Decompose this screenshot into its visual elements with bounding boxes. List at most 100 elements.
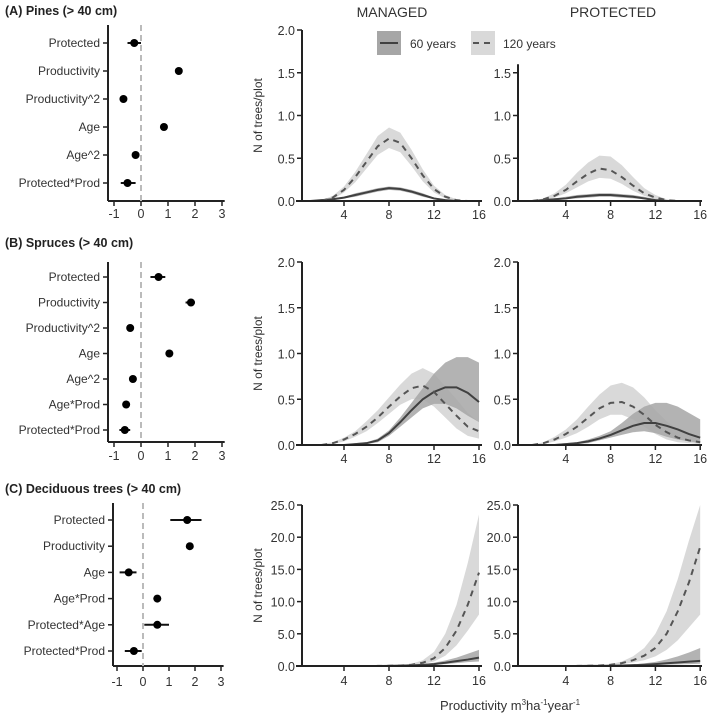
forest-term: Age (79, 347, 174, 361)
estimate-point (174, 67, 183, 75)
y-tick-label: 2.0 (494, 256, 511, 270)
x-axis-title-part: year (548, 698, 574, 713)
forest-term: Protected (49, 36, 141, 50)
ci-band-120-years (310, 514, 479, 666)
y-tick-label: 1.0 (494, 348, 511, 362)
forest-term: Productivity^2 (26, 92, 128, 106)
forest-term: Protected*Prod (19, 176, 136, 190)
x-tick-label: 8 (386, 208, 393, 222)
y-tick-label: 20.0 (271, 531, 295, 545)
x-tick-label: 4 (562, 674, 569, 688)
ci-band-120-years (532, 505, 701, 666)
x-tick-label: -1 (108, 449, 119, 463)
forest-term: Productivity (43, 539, 194, 553)
forest-term: Protected*Age (28, 618, 169, 632)
y-tick-label: 1.0 (278, 110, 295, 124)
x-tick-label: -1 (111, 675, 122, 689)
forest-term: Age*Prod (54, 592, 162, 606)
line-chart-C-managed: 0.0 5.0 10.0 15.0 20.0 25.0 4 8 12 16 N of trees/p… (251, 499, 486, 688)
ci-band-60-years (532, 402, 701, 445)
y-tick-label: 0.5 (278, 393, 295, 407)
x-tick-label: 0 (140, 675, 147, 689)
series-line-120-years (310, 137, 479, 202)
x-tick-label: 4 (341, 452, 348, 466)
x-tick-label: 8 (386, 452, 393, 466)
x-tick-label: 16 (693, 674, 707, 688)
ci-band-60-years (310, 357, 479, 445)
legend-label-120: 120 years (503, 37, 556, 51)
y-tick-label: 2.0 (278, 24, 295, 38)
x-tick-label: 16 (472, 674, 486, 688)
estimate-point (124, 568, 133, 577)
estimate-point (154, 273, 163, 281)
x-tick-label: 4 (341, 674, 348, 688)
term-label: Productivity (38, 64, 100, 78)
x-tick-label: 0 (138, 449, 145, 463)
term-label: Productivity (43, 539, 105, 553)
estimate-point (123, 179, 132, 187)
y-tick-label: 0.5 (278, 152, 295, 166)
x-axis-title-sup: -1 (573, 698, 581, 707)
forest-term: Productivity^2 (26, 321, 135, 335)
ci-band-60-years (532, 647, 701, 666)
panel-title: (C) Deciduous trees (> 40 cm) (5, 482, 181, 496)
x-tick-label: 3 (219, 449, 226, 463)
x-tick-label: 3 (218, 675, 225, 689)
y-tick-label: 1.5 (494, 302, 511, 316)
line-chart-C-protected: 0.0 5.0 10.0 15.0 20.0 25.0 4 8 12 16 (487, 499, 708, 688)
term-label: Productivity^2 (26, 92, 101, 106)
forest-term: Age (84, 565, 137, 579)
x-tick-label: 4 (562, 452, 569, 466)
estimate-point (120, 426, 129, 434)
x-tick-label: 4 (562, 208, 569, 222)
y-tick-label: 1.5 (278, 67, 295, 81)
forest-term: Productivity (38, 64, 183, 78)
ci-band-60-years (310, 649, 479, 666)
y-axis-title: N of trees/plot (251, 77, 265, 152)
y-tick-label: 0.5 (494, 152, 511, 166)
term-label: Protected (54, 513, 105, 527)
x-tick-label: 16 (693, 452, 707, 466)
term-label: Age (84, 565, 106, 579)
x-axis-title-sup: 3 (522, 698, 527, 707)
y-tick-label: 0.5 (494, 393, 511, 407)
term-label: Age (79, 120, 101, 134)
y-tick-label: 1.5 (494, 67, 511, 81)
term-label: Age^2 (66, 148, 100, 162)
estimate-point (130, 39, 139, 47)
legend: 60 years 120 years (377, 31, 556, 55)
y-tick-label: 10.0 (487, 596, 511, 610)
x-tick-label: 3 (219, 207, 226, 221)
term-label: Productivity^2 (26, 321, 101, 335)
y-tick-label: 25.0 (271, 499, 295, 513)
estimate-point (183, 516, 192, 524)
term-label: Protected*Prod (24, 644, 105, 658)
x-tick-label: 16 (472, 452, 486, 466)
panel-title: (A) Pines (> 40 cm) (5, 4, 117, 18)
x-tick-label: 2 (192, 675, 199, 689)
term-label: Productivity (38, 296, 100, 310)
x-tick-label: 8 (386, 674, 393, 688)
estimate-point (122, 400, 131, 409)
y-tick-label: 1.0 (494, 110, 511, 124)
x-axis-title-main: Productivity m (440, 698, 522, 713)
x-tick-label: 8 (607, 208, 614, 222)
forest-term: Age^2 (66, 148, 140, 162)
x-tick-label: 2 (192, 207, 199, 221)
y-tick-label: 0.0 (494, 195, 511, 209)
forest-term: Age^2 (66, 372, 137, 386)
line-chart-A-protected: 0.0 0.5 1.0 1.5 4 8 12 16 (494, 64, 707, 222)
estimate-point (119, 95, 128, 103)
estimate-point (153, 594, 162, 603)
ci-band-120-years (310, 127, 479, 201)
estimate-point (153, 620, 162, 629)
x-tick-label: 12 (648, 208, 662, 222)
x-tick-label: 1 (166, 675, 173, 689)
estimate-point (128, 375, 137, 383)
x-tick-label: 12 (427, 452, 441, 466)
line-chart-B-protected: 0.0 0.5 1.0 1.5 2.0 4 8 12 16 (494, 256, 708, 466)
forest-term: Age*Prod (49, 398, 131, 412)
term-label: Age*Prod (49, 398, 100, 412)
estimate-point (129, 647, 138, 655)
